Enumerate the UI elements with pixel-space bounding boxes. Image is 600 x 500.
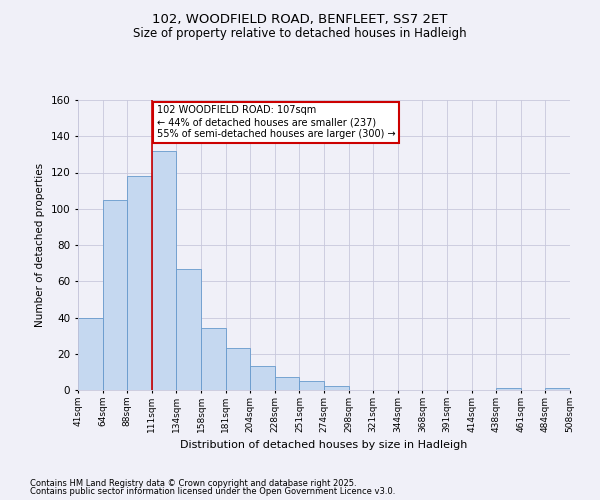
Bar xyxy=(201,328,226,390)
Text: 102 WOODFIELD ROAD: 107sqm
← 44% of detached houses are smaller (237)
55% of sem: 102 WOODFIELD ROAD: 107sqm ← 44% of deta… xyxy=(157,106,395,138)
Bar xyxy=(103,200,127,390)
Text: Contains HM Land Registry data © Crown copyright and database right 2025.: Contains HM Land Registry data © Crown c… xyxy=(30,478,356,488)
Bar xyxy=(299,381,324,390)
Bar xyxy=(127,176,152,390)
Bar xyxy=(176,268,201,390)
Text: Contains public sector information licensed under the Open Government Licence v3: Contains public sector information licen… xyxy=(30,487,395,496)
Y-axis label: Number of detached properties: Number of detached properties xyxy=(35,163,45,327)
Bar xyxy=(78,318,103,390)
Bar xyxy=(250,366,275,390)
Bar xyxy=(324,386,349,390)
Bar xyxy=(496,388,521,390)
Text: 102, WOODFIELD ROAD, BENFLEET, SS7 2ET: 102, WOODFIELD ROAD, BENFLEET, SS7 2ET xyxy=(152,12,448,26)
Bar xyxy=(275,378,299,390)
Bar xyxy=(152,151,176,390)
X-axis label: Distribution of detached houses by size in Hadleigh: Distribution of detached houses by size … xyxy=(181,440,467,450)
Bar xyxy=(545,388,570,390)
Bar xyxy=(226,348,250,390)
Text: Size of property relative to detached houses in Hadleigh: Size of property relative to detached ho… xyxy=(133,28,467,40)
